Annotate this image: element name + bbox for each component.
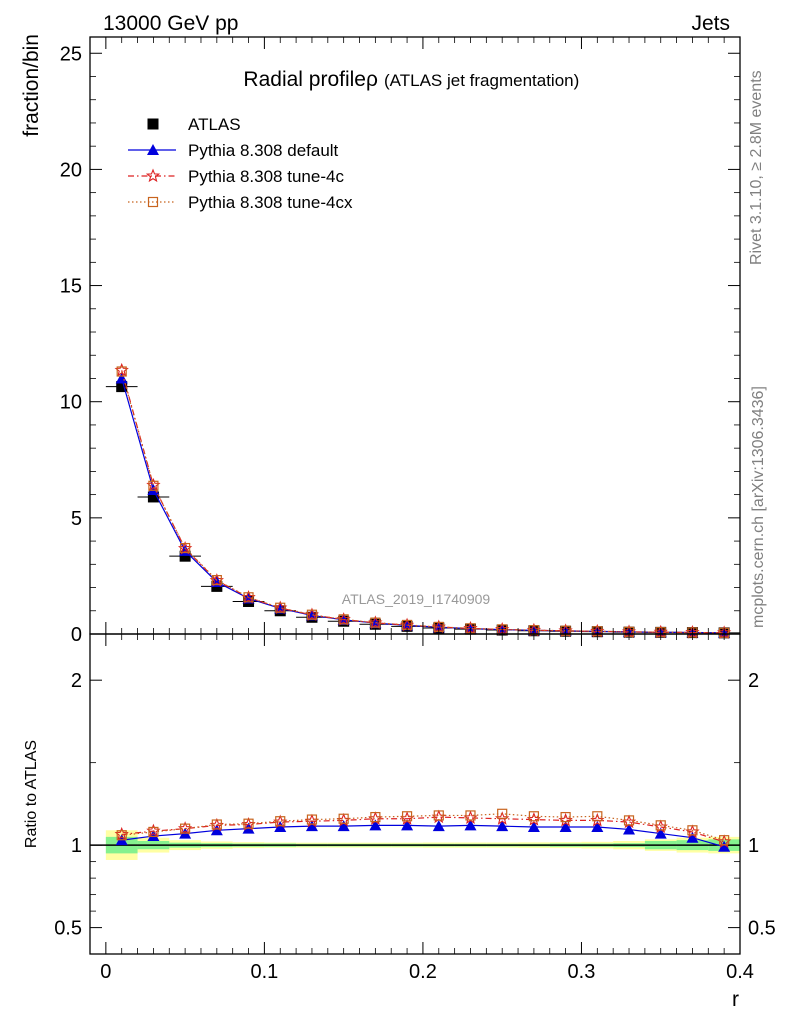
ratio-series-0 — [115, 819, 731, 852]
chart-title-symbol: ρ — [366, 68, 378, 91]
ratio-frame — [89, 633, 741, 955]
ratio-y-tick-label-right: 1 — [748, 835, 759, 857]
legend-label: ATLAS — [188, 115, 241, 134]
legend-marker — [147, 144, 159, 155]
ratio-data-point — [147, 830, 160, 842]
ratio-data-point — [687, 825, 698, 836]
main-panel: 0 5 10 15 20 25 Radial profile ρ (ATLAS jet f… — [20, 34, 741, 646]
main-y-tick-label: 0 — [71, 624, 82, 646]
ratio-data-point — [338, 813, 349, 824]
legend-marker — [147, 196, 159, 208]
ratio-series-line — [121, 813, 725, 841]
x-tick-label: 0.3 — [568, 961, 596, 983]
legend: ATLAS Pythia 8.308 default Pythia 8.308 tu… — [128, 115, 353, 212]
ratio-data-point — [655, 820, 666, 831]
legend-marker — [147, 118, 159, 130]
main-data-point — [275, 602, 286, 613]
ratio-data-point — [560, 811, 571, 823]
ratio-data-point — [464, 819, 477, 831]
main-data-point — [338, 614, 349, 625]
main-data-point — [243, 592, 254, 603]
legend-label: Pythia 8.308 tune-4cx — [188, 193, 353, 212]
legend-label: Pythia 8.308 tune-4c — [188, 167, 344, 186]
main-y-tick-label: 15 — [60, 276, 82, 298]
ratio-data-point — [719, 835, 730, 846]
main-y-tick-label: 10 — [60, 392, 82, 414]
ratio-data-point — [180, 823, 191, 834]
ratio-panel: 0 0.1 0.2 0.3 0.4 0.5 0.5 1 1 2 2 Ratio to ATLAS r — [23, 633, 776, 1011]
main-data-point — [116, 381, 128, 393]
main-data-point — [116, 366, 127, 377]
ratio-data-point — [401, 819, 414, 831]
ratio-data-point — [527, 820, 540, 832]
ratio-data-point — [401, 811, 413, 822]
main-data-point — [211, 575, 222, 586]
ratio-data-point — [496, 820, 509, 832]
x-tick-label: 0.2 — [409, 961, 437, 983]
ratio-data-point — [686, 831, 699, 843]
main-data-point — [180, 542, 191, 554]
ratio-data-point — [591, 820, 604, 832]
ratio-y-tick-label: 2 — [71, 670, 82, 692]
ratio-data-point — [654, 827, 667, 839]
jets-label: Jets — [691, 12, 730, 35]
main-y-tick-label: 20 — [60, 159, 82, 181]
ratio-data-point — [243, 818, 254, 829]
ratio-y-tick-label: 0.5 — [54, 918, 82, 940]
ratio-data-point — [497, 808, 508, 819]
main-data-point — [306, 609, 318, 620]
rivet-info: Rivet 3.1.10, ≥ 2.8M events — [748, 70, 765, 265]
mcplots-info: mcplots.cern.ch [arXiv:1306.3436] — [750, 386, 767, 628]
ratio-data-point — [528, 811, 540, 822]
chart-title: Radial profile — [243, 68, 366, 91]
main-data-point — [147, 491, 159, 503]
ratio-series-line — [121, 824, 725, 848]
ratio-series-2 — [116, 808, 730, 846]
ratio-data-point — [432, 820, 445, 832]
x-tick-label: 0.1 — [250, 961, 278, 983]
chart-subtitle: (ATLAS jet fragmentation) — [384, 71, 579, 90]
ratio-data-point — [433, 810, 444, 821]
ratio-data-point — [305, 820, 318, 832]
ratio-y-tick-label-right: 2 — [748, 670, 759, 692]
y-axis-label: fraction/bin — [20, 34, 43, 137]
ratio-y-tick-label: 1 — [71, 835, 82, 857]
ratio-data-point — [718, 840, 731, 852]
main-data-point — [115, 372, 128, 384]
ratio-data-point — [210, 824, 223, 836]
x-axis-label: r — [732, 988, 739, 1011]
main-data-point — [179, 550, 191, 562]
ratio-data-point — [337, 820, 350, 832]
ratio-y-label: Ratio to ATLAS — [23, 740, 40, 848]
ratio-data-point — [275, 816, 286, 827]
legend-label: Pythia 8.308 default — [188, 141, 339, 160]
main-data-point — [370, 617, 381, 628]
legend-marker — [145, 168, 161, 183]
main-data-point — [148, 480, 159, 491]
ratio-data-point — [211, 819, 222, 830]
analysis-watermark: ATLAS_2019_I1740909 — [342, 591, 491, 607]
ratio-data-point — [623, 815, 635, 826]
ratio-data-point — [148, 826, 159, 838]
collision-label: 13000 GeV pp — [103, 12, 238, 35]
main-y-tick-label: 5 — [71, 508, 82, 530]
ratio-data-point — [369, 819, 382, 831]
ratio-data-point — [370, 811, 381, 823]
ratio-data-point — [116, 830, 127, 841]
ratio-series-line — [121, 816, 725, 843]
main-y-tick-label: 25 — [60, 43, 82, 65]
ratio-data-point — [306, 814, 318, 825]
x-tick-label: 0 — [100, 961, 111, 983]
x-tick-label: 0.4 — [726, 961, 754, 983]
ratio-data-point — [623, 823, 636, 835]
ratio-data-point — [465, 810, 476, 821]
ratio-data-point — [559, 820, 572, 832]
ratio-data-point — [592, 811, 603, 822]
ratio-data-point — [274, 820, 287, 832]
ratio-y-tick-label-right: 0.5 — [748, 918, 776, 940]
